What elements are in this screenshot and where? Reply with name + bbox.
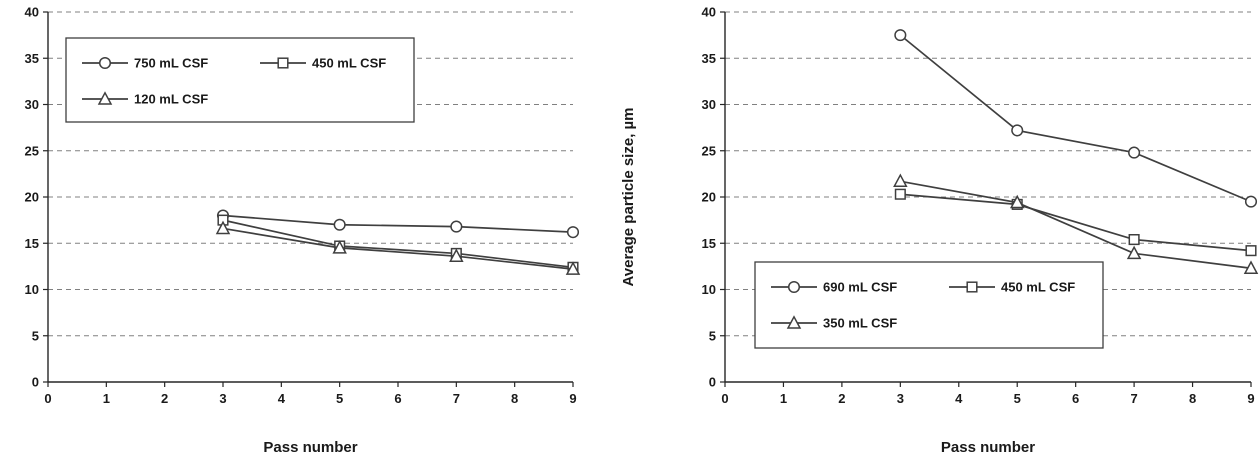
triangle-marker <box>893 173 908 188</box>
x-tick-label: 8 <box>511 391 518 406</box>
series-690-mL-CSF <box>894 29 1258 208</box>
x-tick-label: 1 <box>103 391 110 406</box>
x-tick-label: 3 <box>897 391 904 406</box>
y-tick-label: 0 <box>709 375 716 390</box>
triangle-marker <box>1126 245 1142 260</box>
triangle-marker <box>215 220 231 235</box>
y-tick-label: 30 <box>702 97 716 112</box>
square-marker <box>894 188 906 200</box>
series-line <box>900 180 1252 270</box>
series-750-mL-CSF <box>216 209 580 239</box>
y-tick-label: 0 <box>32 375 39 390</box>
square-marker <box>1245 245 1257 257</box>
triangle-marker <box>565 261 581 275</box>
series-line <box>900 193 1252 252</box>
legend-label: 450 mL CSF <box>1001 280 1075 295</box>
y-tick-label: 15 <box>25 236 39 251</box>
y-tick-label: 25 <box>702 143 716 158</box>
x-tick-label: 0 <box>721 391 728 406</box>
y-tick-label: 20 <box>702 190 716 205</box>
circle-marker <box>1128 146 1141 159</box>
series-line <box>222 219 574 269</box>
triangle-marker <box>786 315 802 329</box>
circle-marker <box>566 226 580 239</box>
circle-marker <box>450 220 463 233</box>
y-tick-label: 5 <box>709 328 716 343</box>
triangle-marker <box>449 248 464 262</box>
square-marker <box>277 57 289 69</box>
legend: 750 mL CSF 450 mL CSF 120 mL CSF <box>65 37 415 123</box>
x-tick-label: 3 <box>219 391 226 406</box>
chart-svg: 0 5 10 15 20 25 30 35 40 0 1 2 3 4 5 6 7 8 9 690 mL CSF 450 … <box>620 5 1259 456</box>
legend-label: 450 mL CSF <box>312 56 386 71</box>
y-tick-label: 10 <box>25 282 39 297</box>
legend-box <box>65 37 415 123</box>
circle-marker <box>894 29 907 42</box>
y-tick-label: 40 <box>702 5 716 20</box>
x-tick-label: 8 <box>1189 391 1196 406</box>
legend-box <box>754 261 1104 349</box>
legend-label: 690 mL CSF <box>823 280 897 295</box>
legend-label: 750 mL CSF <box>134 56 208 71</box>
circle-marker <box>1244 195 1258 208</box>
x-tick-label: 7 <box>453 391 460 406</box>
left-chart: 0 5 10 15 20 25 30 35 40 0 1 2 3 4 5 6 7 8 9 750 mL CSF 450 … <box>0 0 595 470</box>
x-tick-label: 6 <box>394 391 401 406</box>
x-tick-label: 5 <box>1014 391 1021 406</box>
x-tick-label: 9 <box>1247 391 1254 406</box>
legend: 690 mL CSF 450 mL CSF 350 mL CSF <box>754 261 1104 349</box>
x-tick-label: 7 <box>1130 391 1137 406</box>
legend-label: 120 mL CSF <box>134 92 208 107</box>
y-tick-label: 15 <box>702 236 716 251</box>
y-axis-title: Average particle size, µm <box>620 107 637 286</box>
y-tick-label: 25 <box>25 143 39 158</box>
triangle-marker <box>1009 194 1025 209</box>
series-line <box>222 227 574 270</box>
y-tick-label: 5 <box>32 328 39 343</box>
series-450-mL-CSF <box>894 188 1257 257</box>
x-axis-title: Pass number <box>941 439 1035 456</box>
x-tick-label: 0 <box>44 391 51 406</box>
right-chart: 0 5 10 15 20 25 30 35 40 0 1 2 3 4 5 6 7 8 9 690 mL CSF 450 … <box>595 0 1259 470</box>
series-120-mL-CSF <box>215 220 581 275</box>
x-tick-label: 4 <box>955 391 963 406</box>
x-tick-label: 5 <box>336 391 343 406</box>
square-marker <box>1128 234 1140 246</box>
y-tick-label: 35 <box>25 51 39 66</box>
x-tick-label: 6 <box>1072 391 1079 406</box>
legend-label: 350 mL CSF <box>823 316 897 331</box>
y-tick-label: 40 <box>25 5 39 20</box>
y-tick-label: 20 <box>25 190 39 205</box>
y-tick-label: 30 <box>25 97 39 112</box>
circle-marker <box>333 218 346 231</box>
x-tick-label: 2 <box>161 391 168 406</box>
x-tick-label: 4 <box>278 391 286 406</box>
series-line <box>899 34 1252 203</box>
circle-marker <box>1011 124 1024 137</box>
circle-marker <box>787 280 801 294</box>
circle-marker <box>98 56 112 70</box>
triangle-marker <box>97 91 113 105</box>
square-marker <box>966 281 978 293</box>
x-axis-title: Pass number <box>263 439 357 456</box>
y-tick-label: 10 <box>702 282 716 297</box>
triangle-marker <box>332 240 347 254</box>
triangle-marker <box>1243 260 1259 274</box>
series-350-mL-CSF <box>893 173 1259 274</box>
x-tick-label: 9 <box>569 391 576 406</box>
x-tick-label: 2 <box>838 391 845 406</box>
x-tick-label: 1 <box>780 391 787 406</box>
series-line <box>222 214 574 233</box>
chart-svg: 0 5 10 15 20 25 30 35 40 0 1 2 3 4 5 6 7 8 9 750 mL CSF 450 … <box>25 5 581 456</box>
y-tick-label: 35 <box>702 51 716 66</box>
